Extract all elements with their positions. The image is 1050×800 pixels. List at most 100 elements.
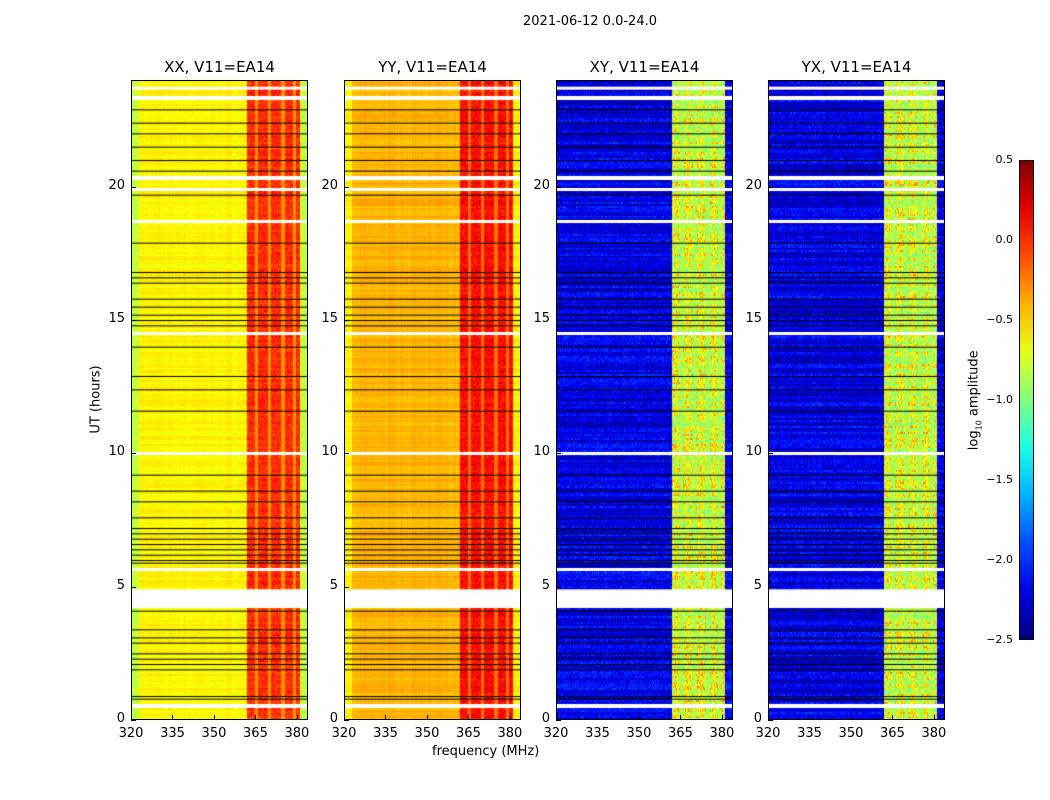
colorbar-tick-label: −0.5 bbox=[986, 313, 1013, 326]
panel-xy: XY, V11=EA14 320 335 350 365 380 0 5 10 15 20 bbox=[533, 58, 734, 741]
x-tick-label: 335 bbox=[373, 726, 398, 741]
y-tick-mark bbox=[344, 720, 349, 721]
panel-yy: YY, V11=EA14 320 335 350 365 380 0 5 10 15 20 bbox=[321, 58, 522, 741]
panel-title: XX, V11=EA14 bbox=[164, 58, 275, 76]
y-tick-mark bbox=[131, 186, 136, 188]
x-axis-label: frequency (MHz) bbox=[432, 744, 540, 759]
x-tick-mark bbox=[509, 715, 511, 720]
axes-frame bbox=[556, 80, 733, 720]
y-tick-label: 20 bbox=[533, 177, 550, 193]
x-tick-mark bbox=[131, 715, 132, 720]
y-tick-label: 20 bbox=[321, 177, 338, 193]
y-tick-label: 15 bbox=[533, 311, 550, 326]
y-tick-label: 10 bbox=[533, 444, 550, 460]
x-tick-label: 350 bbox=[626, 726, 652, 741]
colorbar-tick-label: −2.0 bbox=[986, 553, 1013, 566]
y-tick-mark bbox=[556, 586, 561, 588]
x-tick-label: 320 bbox=[118, 726, 144, 741]
y-tick-label: 5 bbox=[541, 577, 550, 593]
y-tick-mark bbox=[768, 586, 773, 588]
axes-frame bbox=[768, 80, 945, 720]
y-tick-mark bbox=[556, 453, 561, 455]
y-tick-label: 5 bbox=[116, 577, 125, 593]
x-tick-label: 335 bbox=[797, 726, 822, 741]
x-tick-label: 380 bbox=[284, 726, 310, 741]
colorbar-tick-label: 0.0 bbox=[995, 233, 1014, 246]
colorbar-label: log10 amplitude bbox=[966, 350, 984, 451]
x-tick-label: 320 bbox=[543, 726, 569, 741]
x-tick-mark bbox=[172, 715, 174, 720]
y-tick-label: 20 bbox=[108, 177, 125, 193]
heatmap-image bbox=[344, 80, 521, 720]
y-tick-label: 10 bbox=[108, 444, 125, 460]
colorbar-tick-label: −2.5 bbox=[986, 633, 1013, 646]
x-tick-label: 365 bbox=[668, 726, 693, 741]
colorbar-tick-label: −1.5 bbox=[986, 473, 1013, 486]
y-tick-label: 0 bbox=[116, 711, 125, 726]
x-tick-label: 320 bbox=[331, 726, 357, 741]
y-tick-mark bbox=[344, 586, 349, 588]
figure-title: 2021-06-12 0.0-24.0 bbox=[523, 14, 657, 29]
x-tick-label: 335 bbox=[585, 726, 610, 741]
y-tick-label: 20 bbox=[745, 177, 762, 193]
x-tick-mark bbox=[597, 715, 599, 720]
panel-title: YY, V11=EA14 bbox=[378, 58, 487, 76]
x-tick-mark bbox=[468, 715, 470, 720]
x-tick-mark bbox=[768, 715, 769, 720]
x-tick-label: 380 bbox=[709, 726, 735, 741]
panel-title: YX, V11=EA14 bbox=[801, 58, 912, 76]
x-tick-label: 350 bbox=[201, 726, 227, 741]
x-tick-mark bbox=[344, 715, 345, 720]
x-tick-label: 380 bbox=[497, 726, 523, 741]
x-tick-mark bbox=[426, 715, 428, 720]
panel-title: XY, V11=EA14 bbox=[589, 58, 700, 76]
y-tick-mark bbox=[131, 453, 136, 455]
y-tick-mark bbox=[556, 320, 561, 321]
y-tick-mark bbox=[344, 453, 349, 455]
x-tick-label: 380 bbox=[921, 726, 947, 741]
y-tick-label: 5 bbox=[753, 577, 762, 593]
y-tick-label: 15 bbox=[321, 311, 338, 326]
panel-yx: YX, V11=EA14 320 335 350 365 380 0 5 10 15 20 bbox=[745, 58, 946, 741]
y-tick-label: 10 bbox=[745, 444, 762, 460]
heatmap-image bbox=[131, 80, 308, 720]
x-tick-mark bbox=[556, 715, 557, 720]
x-tick-label: 350 bbox=[414, 726, 440, 741]
x-tick-mark bbox=[721, 715, 723, 720]
x-tick-label: 365 bbox=[456, 726, 481, 741]
x-tick-mark bbox=[255, 715, 257, 720]
y-tick-mark bbox=[556, 186, 561, 188]
colorbar-tick-label: 0.5 bbox=[995, 153, 1014, 166]
colorbar-tick-label: −1.0 bbox=[986, 393, 1013, 406]
x-tick-mark bbox=[385, 715, 387, 720]
colorbar bbox=[1019, 160, 1034, 640]
y-tick-mark bbox=[768, 453, 773, 455]
y-tick-label: 0 bbox=[753, 711, 762, 726]
x-tick-mark bbox=[809, 715, 811, 720]
panel-xx: XX, V11=EA14 320 335 350 365 380 0 5 10 15 20 bbox=[108, 58, 309, 741]
x-tick-mark bbox=[213, 715, 215, 720]
x-tick-mark bbox=[850, 715, 852, 720]
x-tick-label: 350 bbox=[838, 726, 864, 741]
y-tick-mark bbox=[556, 720, 561, 721]
x-tick-mark bbox=[296, 715, 298, 720]
y-tick-mark bbox=[768, 320, 773, 321]
y-tick-mark bbox=[768, 186, 773, 188]
y-tick-mark bbox=[344, 186, 349, 188]
x-tick-mark bbox=[933, 715, 935, 720]
y-tick-label: 15 bbox=[108, 311, 125, 326]
y-tick-label: 0 bbox=[329, 711, 338, 726]
axes-frame bbox=[131, 80, 308, 720]
heatmap-image bbox=[556, 80, 733, 720]
y-tick-mark bbox=[768, 720, 773, 721]
x-tick-mark bbox=[638, 715, 640, 720]
x-tick-label: 365 bbox=[243, 726, 268, 741]
x-tick-mark bbox=[892, 715, 894, 720]
x-tick-label: 365 bbox=[880, 726, 905, 741]
y-tick-label: 5 bbox=[329, 577, 338, 593]
heatmap-image bbox=[768, 80, 945, 720]
y-tick-mark bbox=[131, 320, 136, 321]
y-axis-label: UT (hours) bbox=[88, 365, 104, 434]
axes-frame bbox=[344, 80, 521, 720]
